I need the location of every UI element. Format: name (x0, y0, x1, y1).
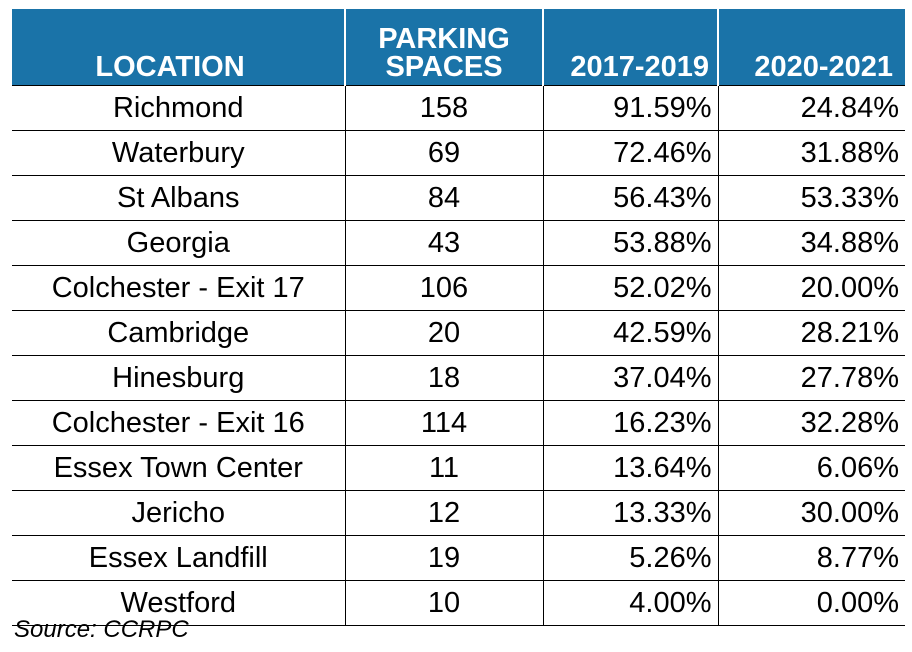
header-period-2020-2021: 2020-2021 (718, 9, 905, 85)
table-body: Richmond 158 91.59% 24.84% Waterbury 69 … (12, 84, 905, 626)
header-period-2017-2019: 2017-2019 (543, 9, 719, 85)
table-row: Cambridge 20 42.59% 28.21% (12, 309, 905, 355)
cell-parking-spaces: 158 (345, 84, 544, 130)
cell-parking-spaces: 12 (345, 489, 544, 535)
header-row: LOCATION PARKING SPACES 2017-2019 2020-20… (12, 9, 905, 85)
cell-2017-2019: 13.33% (543, 489, 719, 535)
cell-parking-spaces: 114 (345, 399, 544, 445)
cell-location: Colchester - Exit 17 (12, 264, 346, 310)
header-parking-line1: PARKING (378, 22, 510, 55)
table-row: Colchester - Exit 16 114 16.23% 32.28% (12, 399, 905, 445)
parking-utilization-table: LOCATION PARKING SPACES 2017-2019 2020-20… (12, 9, 905, 626)
cell-2017-2019: 52.02% (543, 264, 719, 310)
cell-2017-2019: 37.04% (543, 354, 719, 400)
cell-2020-2021: 24.84% (718, 84, 905, 130)
table-header: LOCATION PARKING SPACES 2017-2019 2020-20… (12, 9, 905, 85)
cell-location: St Albans (12, 174, 346, 220)
cell-location: Georgia (12, 219, 346, 265)
cell-location: Colchester - Exit 16 (12, 399, 346, 445)
cell-location: Essex Landfill (12, 534, 346, 580)
table-row: Georgia 43 53.88% 34.88% (12, 219, 905, 265)
cell-parking-spaces: 19 (345, 534, 544, 580)
cell-2020-2021: 28.21% (718, 309, 905, 355)
cell-parking-spaces: 69 (345, 129, 544, 175)
table-row: Westford 10 4.00% 0.00% (12, 579, 905, 626)
cell-2017-2019: 42.59% (543, 309, 719, 355)
table-row: Richmond 158 91.59% 24.84% (12, 84, 905, 130)
table-row: Hinesburg 18 37.04% 27.78% (12, 354, 905, 400)
table-row: Essex Town Center 11 13.64% 6.06% (12, 444, 905, 490)
cell-2017-2019: 16.23% (543, 399, 719, 445)
cell-location: Essex Town Center (12, 444, 346, 490)
cell-location: Hinesburg (12, 354, 346, 400)
cell-2020-2021: 31.88% (718, 129, 905, 175)
cell-2020-2021: 27.78% (718, 354, 905, 400)
table-row: St Albans 84 56.43% 53.33% (12, 174, 905, 220)
cell-2020-2021: 34.88% (718, 219, 905, 265)
source-note: Source: CCRPC (14, 616, 189, 643)
cell-2020-2021: 6.06% (718, 444, 905, 490)
table-row: Jericho 12 13.33% 30.00% (12, 489, 905, 535)
cell-parking-spaces: 84 (345, 174, 544, 220)
cell-location: Cambridge (12, 309, 346, 355)
cell-2017-2019: 13.64% (543, 444, 719, 490)
cell-2020-2021: 53.33% (718, 174, 905, 220)
cell-location: Westford (12, 579, 346, 626)
cell-parking-spaces: 10 (345, 579, 544, 626)
header-location: LOCATION (12, 9, 346, 85)
cell-location: Waterbury (12, 129, 346, 175)
table-row: Essex Landfill 19 5.26% 8.77% (12, 534, 905, 580)
cell-2017-2019: 53.88% (543, 219, 719, 265)
cell-2020-2021: 20.00% (718, 264, 905, 310)
cell-parking-spaces: 20 (345, 309, 544, 355)
header-parking-spaces: PARKING SPACES (345, 9, 544, 85)
cell-2017-2019: 5.26% (543, 534, 719, 580)
cell-parking-spaces: 106 (345, 264, 544, 310)
cell-parking-spaces: 43 (345, 219, 544, 265)
cell-2017-2019: 56.43% (543, 174, 719, 220)
cell-2017-2019: 4.00% (543, 579, 719, 626)
cell-parking-spaces: 18 (345, 354, 544, 400)
cell-2020-2021: 30.00% (718, 489, 905, 535)
cell-2020-2021: 8.77% (718, 534, 905, 580)
table-row: Colchester - Exit 17 106 52.02% 20.00% (12, 264, 905, 310)
cell-parking-spaces: 11 (345, 444, 544, 490)
header-parking-line2: SPACES (385, 50, 503, 83)
cell-2017-2019: 91.59% (543, 84, 719, 130)
cell-2020-2021: 0.00% (718, 579, 905, 626)
cell-location: Richmond (12, 84, 346, 130)
cell-2017-2019: 72.46% (543, 129, 719, 175)
cell-location: Jericho (12, 489, 346, 535)
cell-2020-2021: 32.28% (718, 399, 905, 445)
table-row: Waterbury 69 72.46% 31.88% (12, 129, 905, 175)
